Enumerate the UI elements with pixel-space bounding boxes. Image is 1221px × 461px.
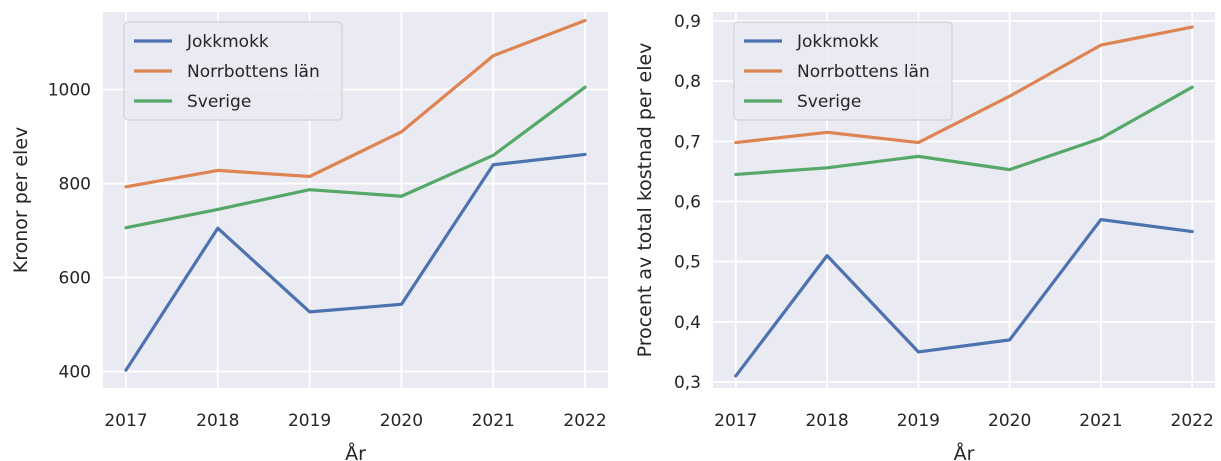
data-point (491, 153, 495, 157)
x-tick-label: 2017 (104, 411, 147, 431)
data-point (825, 130, 829, 134)
y-tick-label: 0,5 (674, 253, 701, 273)
data-point (1099, 218, 1103, 222)
series-line-2 (734, 85, 1194, 177)
data-point (124, 368, 128, 372)
series-line-0 (734, 217, 1194, 378)
data-point (916, 141, 920, 145)
data-point (825, 254, 829, 258)
y-axis-title: Kronor per elev (10, 127, 32, 274)
data-point (124, 226, 128, 230)
data-point (399, 194, 403, 198)
data-point (1190, 25, 1194, 29)
data-point (1008, 338, 1012, 342)
data-point (308, 310, 312, 314)
y-tick-label: 0,3 (674, 373, 701, 393)
data-point (916, 350, 920, 354)
x-tick-label: 2021 (472, 411, 515, 431)
y-tick-label: 800 (59, 175, 91, 195)
x-tick-label: 2022 (1171, 411, 1214, 431)
data-point (1008, 168, 1012, 172)
data-point (1190, 230, 1194, 234)
series-line-0 (124, 152, 587, 372)
legend-label: Norrbottens län (797, 62, 930, 82)
legend-label: Norrbottens län (187, 62, 320, 82)
x-axis-title: År (954, 442, 975, 461)
data-point (216, 168, 220, 172)
data-point (308, 188, 312, 192)
legend-box (733, 21, 953, 121)
data-point (491, 54, 495, 58)
y-tick-label: 400 (59, 363, 91, 383)
legend-box (123, 21, 343, 121)
data-point (1190, 85, 1194, 89)
legend-label: Jokkmokk (186, 32, 269, 52)
data-point (1099, 43, 1103, 47)
left-chart-kronor-per-elev: 400 600 800 1000 2017 2018 2019 2020 2021 2022 År K… (10, 12, 608, 461)
x-tick-label: 2018 (805, 411, 848, 431)
y-tick-label: 0,7 (674, 132, 701, 152)
data-point (825, 166, 829, 170)
x-tick-label: 2017 (714, 411, 757, 431)
data-point (399, 302, 403, 306)
data-point (916, 154, 920, 158)
y-tick-label: 1000 (48, 81, 91, 101)
data-point (491, 163, 495, 167)
x-tick-label: 2021 (1079, 411, 1122, 431)
y-tick-label: 0,9 (674, 12, 701, 32)
legend-label: Jokkmokk (796, 32, 879, 52)
x-tick-label: 2020 (380, 411, 423, 431)
x-tick-label: 2018 (196, 411, 239, 431)
y-tick-label: 0,6 (674, 193, 701, 213)
y-axis-title: Procent av total kostnad per elev (634, 43, 656, 358)
data-point (583, 85, 587, 89)
series-line-1 (734, 25, 1194, 145)
data-point (1099, 136, 1103, 140)
data-point (1008, 94, 1012, 98)
data-point (583, 152, 587, 156)
data-point (734, 374, 738, 378)
data-point (216, 226, 220, 230)
right-chart-procent-av-total-kostnad: 0,3 0,4 0,5 0,6 0,7 0,8 0,9 2017 2018 2019 2020 202… (634, 12, 1215, 461)
x-tick-label: 2019 (288, 411, 331, 431)
y-tick-label: 0,8 (674, 72, 701, 92)
y-tick-label: 0,4 (674, 313, 701, 333)
data-point (216, 207, 220, 211)
data-point (734, 172, 738, 176)
x-tick-label: 2019 (897, 411, 940, 431)
x-tick-label: 2020 (988, 411, 1031, 431)
x-axis-title: År (345, 442, 366, 461)
legend-label: Sverige (187, 92, 251, 112)
y-tick-label: 600 (59, 269, 91, 289)
series-line-2 (124, 85, 587, 230)
data-point (734, 141, 738, 145)
data-point (308, 175, 312, 179)
series-line-1 (124, 18, 587, 189)
data-point (583, 18, 587, 22)
data-point (399, 130, 403, 134)
data-point (124, 185, 128, 189)
x-tick-label: 2022 (563, 411, 606, 431)
legend-label: Sverige (797, 92, 861, 112)
